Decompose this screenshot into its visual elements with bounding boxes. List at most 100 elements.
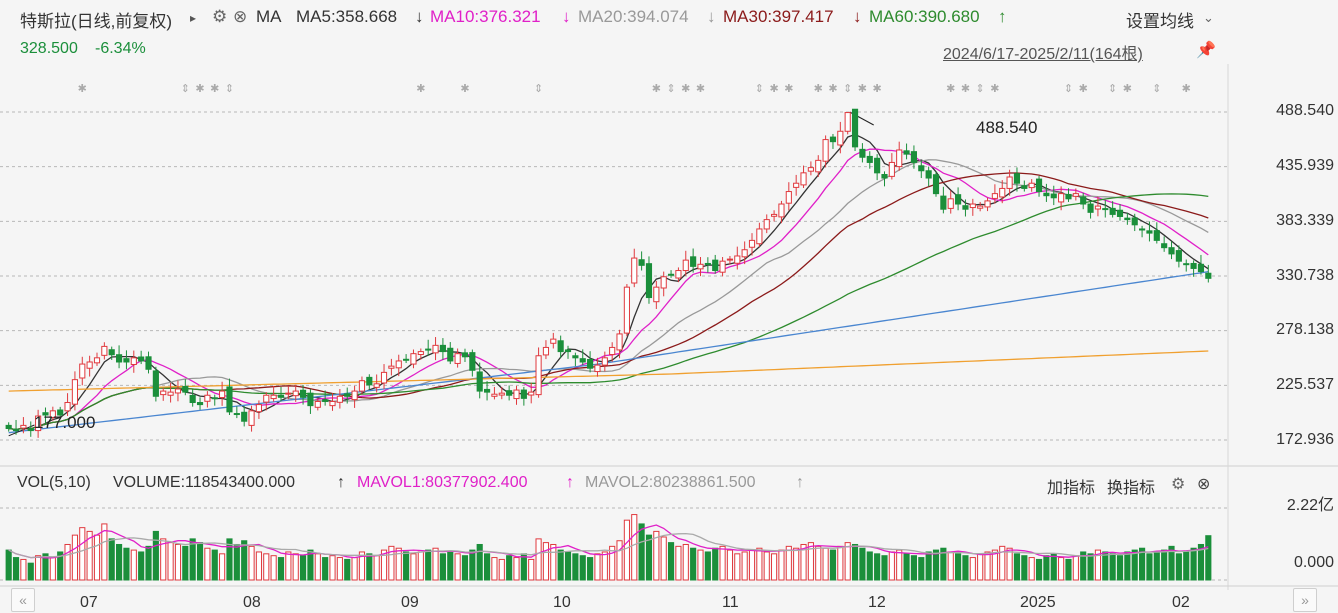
candlestick xyxy=(1094,196,1101,217)
candle-body xyxy=(49,410,56,418)
event-marker-icon[interactable]: ⇕ xyxy=(976,82,985,95)
candlestick xyxy=(160,387,167,401)
volume-bar xyxy=(366,553,373,581)
candle-body xyxy=(498,392,505,396)
candle-body xyxy=(947,198,954,209)
candle-body xyxy=(910,151,918,163)
event-marker-icon[interactable]: ✱ xyxy=(460,82,469,95)
volume-bar xyxy=(785,545,792,581)
event-marker-icon[interactable]: ⇕ xyxy=(1152,82,1161,95)
gear-icon[interactable]: ⚙ xyxy=(1171,476,1186,493)
volume-bar xyxy=(572,553,579,581)
candlestick xyxy=(1006,169,1013,196)
event-marker-icon[interactable]: ✱ xyxy=(1182,82,1191,95)
mavol1-arrow-up-icon: ↑ xyxy=(566,474,574,491)
ma-settings-button[interactable]: 设置均线 xyxy=(1126,12,1194,31)
event-marker-icon[interactable]: ✱ xyxy=(858,82,867,95)
event-marker-icon[interactable]: ✱ xyxy=(696,82,705,95)
candlestick xyxy=(1124,212,1131,225)
volume-bars[interactable] xyxy=(5,514,1212,581)
add-indicator-button[interactable]: 加指标 xyxy=(1047,480,1096,497)
candle-body xyxy=(564,349,572,353)
candle-body xyxy=(579,358,586,363)
scroll-right-button[interactable]: » xyxy=(1293,588,1317,612)
candle-body xyxy=(881,174,888,179)
event-marker-icon[interactable]: ✱ xyxy=(961,82,970,95)
candlestick xyxy=(962,199,969,217)
date-range-link[interactable]: 2024/6/17-2025/2/11(164根) xyxy=(943,46,1143,63)
volume-bar xyxy=(910,555,918,581)
event-marker-icon[interactable]: ⇕ xyxy=(1064,82,1073,95)
volume-bar xyxy=(483,553,491,581)
event-marker-icon[interactable]: ⇕ xyxy=(534,82,543,95)
event-markers[interactable]: ✱ ⇕ ✱ ✱ ⇕ ✱ ✱ ⇕ ✱ ⇕ ✱ ✱ ⇕ ✱ ✱ ✱ ✱ ⇕ ✱ ✱ ✱ ✱ ⇕ ✱ ⇕ ✱ ⇕ ✱ ⇕ ✱ xyxy=(78,82,1191,95)
close-icon[interactable]: ⊗ xyxy=(233,7,248,26)
switch-indicator-button[interactable]: 换指标 xyxy=(1107,480,1156,497)
event-marker-icon[interactable]: ✱ xyxy=(1123,82,1132,95)
event-marker-icon[interactable]: ✱ xyxy=(873,82,882,95)
candlestick xyxy=(771,210,778,222)
chevron-down-icon[interactable]: ⌄ xyxy=(1203,10,1214,25)
volume-bar xyxy=(130,549,137,581)
event-marker-icon[interactable]: ⇕ xyxy=(755,82,764,95)
gear-icon[interactable]: ⚙ xyxy=(212,7,228,26)
volume-bar xyxy=(829,549,837,581)
candle-body xyxy=(211,397,218,400)
candlestick xyxy=(263,392,270,411)
candlestick xyxy=(881,171,888,187)
event-marker-icon[interactable]: ✱ xyxy=(814,82,823,95)
event-marker-icon[interactable]: ⇕ xyxy=(666,82,675,95)
pin-icon[interactable]: 📌 xyxy=(1196,42,1216,59)
event-marker-icon[interactable]: ✱ xyxy=(828,82,837,95)
volume-bar xyxy=(1065,558,1072,581)
candle-body xyxy=(528,391,535,396)
event-marker-icon[interactable]: ✱ xyxy=(652,82,661,95)
candle-body xyxy=(682,259,689,272)
candlestick xyxy=(461,348,469,362)
candle-body xyxy=(447,347,454,362)
event-marker-icon[interactable]: ⇕ xyxy=(1108,82,1117,95)
candlestick xyxy=(866,151,873,169)
close-icon[interactable]: ⊗ xyxy=(1197,476,1211,493)
event-marker-icon[interactable]: ⇕ xyxy=(843,82,852,95)
volume-bar xyxy=(719,545,726,581)
event-marker-icon[interactable]: ✱ xyxy=(416,82,425,95)
candlestick xyxy=(498,386,505,400)
candlestick xyxy=(79,356,86,386)
candle-body xyxy=(1139,228,1146,231)
event-marker-icon[interactable]: ✱ xyxy=(990,82,999,95)
volume-bar xyxy=(1109,553,1116,581)
stock-title[interactable]: 特斯拉(日线,前复权) xyxy=(20,12,173,31)
candle-body xyxy=(322,399,329,402)
event-marker-icon[interactable]: ✱ xyxy=(784,82,793,95)
event-marker-icon[interactable]: ✱ xyxy=(78,82,87,95)
volume-bar xyxy=(601,551,608,581)
event-marker-icon[interactable]: ✱ xyxy=(681,82,690,95)
volume-bar xyxy=(977,553,984,581)
candlesticks[interactable] xyxy=(5,108,1212,438)
event-marker-icon[interactable]: ✱ xyxy=(769,82,778,95)
event-marker-icon[interactable]: ✱ xyxy=(210,82,219,95)
event-marker-icon[interactable]: ✱ xyxy=(946,82,955,95)
candlestick xyxy=(748,233,756,256)
candlestick xyxy=(807,161,814,176)
candlestick xyxy=(1080,192,1087,210)
candlestick xyxy=(454,348,461,368)
scroll-left-button[interactable]: « xyxy=(11,588,35,612)
event-marker-icon[interactable]: ⇕ xyxy=(181,82,190,95)
event-marker-icon[interactable]: ⇕ xyxy=(225,82,234,95)
candlestick xyxy=(27,421,34,437)
candle-body xyxy=(358,380,366,392)
expand-arrow-icon[interactable]: ▸ xyxy=(190,11,197,25)
volume-bar xyxy=(955,553,962,581)
volume-bar xyxy=(219,553,226,581)
candle-body xyxy=(1087,203,1094,213)
candle-body xyxy=(520,389,527,399)
event-marker-icon[interactable]: ✱ xyxy=(1079,82,1088,95)
event-marker-icon[interactable]: ✱ xyxy=(195,82,204,95)
volume-bar xyxy=(616,540,623,581)
volume-bar xyxy=(579,555,586,581)
candle-body xyxy=(1058,193,1065,203)
candlestick xyxy=(851,108,859,152)
